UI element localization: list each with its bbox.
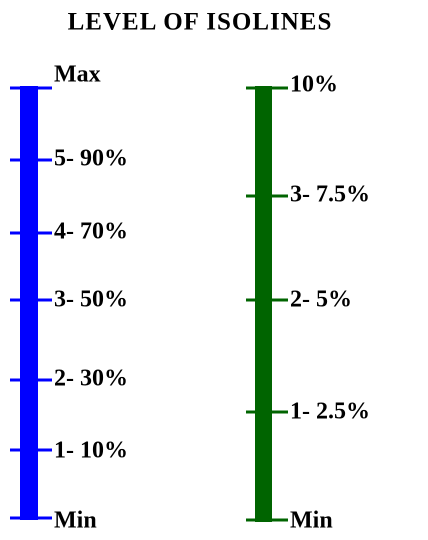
scale-label: 4- 70%	[54, 219, 128, 245]
scale-label: 2- 5%	[290, 287, 352, 313]
scale-bar	[20, 86, 38, 520]
scale-label: 3- 50%	[54, 287, 128, 313]
right-scale: 10% 3- 7.5% 2- 5% 1- 2.5% Min	[246, 72, 370, 534]
left-scale: Max 5- 90% 4- 70% 3- 50% 2- 30% 1- 10% M…	[10, 62, 128, 534]
scale-label: Min	[290, 508, 333, 534]
scale-label: Max	[54, 62, 101, 88]
ticks	[246, 86, 288, 522]
scale-label: Min	[54, 508, 97, 534]
ticks	[10, 86, 52, 520]
title: LEVEL OF ISOLINES	[68, 9, 333, 36]
scale-label: 2- 30%	[54, 366, 128, 392]
scale-label: 5- 90%	[54, 146, 128, 172]
scale-label: 3- 7.5%	[290, 182, 370, 208]
scale-label: 1- 2.5%	[290, 399, 370, 425]
scale-label: 10%	[290, 72, 338, 98]
scale-bar	[255, 86, 272, 522]
scale-label: 1- 10%	[54, 438, 128, 464]
